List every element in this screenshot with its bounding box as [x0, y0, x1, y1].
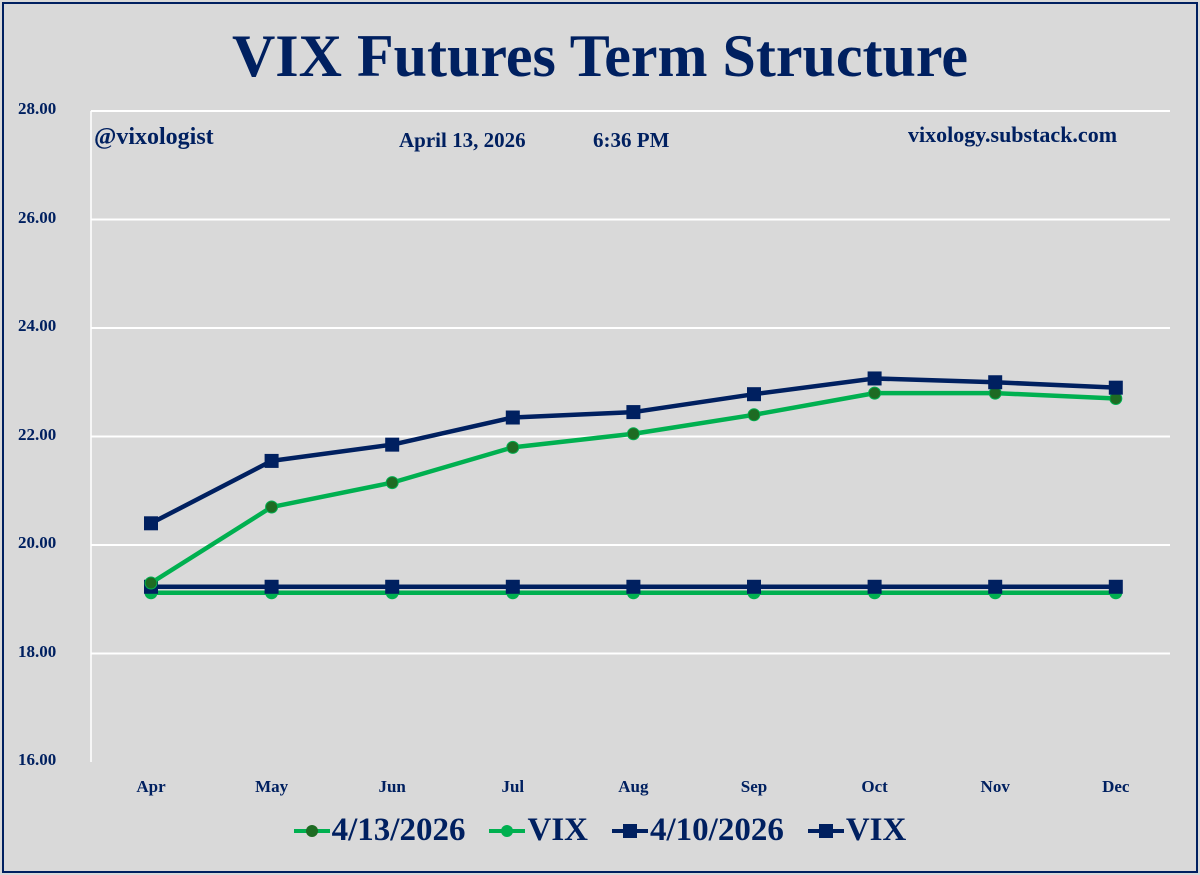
- data-point-marker: [385, 437, 400, 452]
- data-point-marker: [867, 371, 882, 386]
- author-handle: @vixologist: [94, 124, 214, 150]
- x-tick-label: Oct: [861, 777, 888, 796]
- data-point-marker: [988, 375, 1003, 390]
- y-tick-label: 26.00: [18, 207, 57, 227]
- data-point-marker: [144, 516, 158, 531]
- legend-item: 4/13/2026: [293, 812, 466, 849]
- data-point-marker: [1108, 579, 1123, 594]
- y-tick-label: 28.00: [18, 99, 57, 118]
- chart-time: 6:36 PM: [593, 128, 670, 152]
- x-tick-label: Dec: [1102, 777, 1130, 796]
- x-tick-label: Jun: [378, 777, 406, 796]
- data-point-marker: [506, 440, 520, 454]
- y-tick-label: 16.00: [18, 750, 57, 769]
- data-point-marker: [868, 386, 882, 400]
- chart-legend: 4/13/2026 VIX 4/10/2026 VIX: [0, 812, 1200, 849]
- y-tick-label: 20.00: [18, 533, 57, 552]
- data-point-marker: [264, 579, 279, 594]
- x-tick-label: Aug: [618, 777, 649, 796]
- data-point-marker: [265, 500, 279, 514]
- x-tick-label: Nov: [980, 777, 1010, 796]
- data-point-marker: [747, 387, 761, 402]
- data-point-marker: [385, 476, 399, 490]
- y-tick-label: 24.00: [18, 316, 57, 335]
- circle-marker-icon: [489, 824, 526, 837]
- legend-label: VIX: [527, 812, 588, 848]
- x-tick-label: Jul: [501, 777, 525, 796]
- series-line: [149, 390, 1116, 585]
- legend-label: 4/13/2026: [331, 812, 466, 848]
- chart-date: April 13, 2026: [399, 128, 526, 152]
- data-point-marker: [988, 579, 1003, 594]
- legend-label: VIX: [845, 812, 907, 848]
- x-tick-label: May: [255, 777, 289, 796]
- data-point-marker: [867, 579, 882, 594]
- data-point-marker: [626, 579, 641, 594]
- legend-item: 4/10/2026: [612, 812, 784, 849]
- data-point-marker: [1108, 380, 1123, 395]
- x-tick-label: Apr: [136, 777, 166, 796]
- legend-item: VIX: [807, 812, 907, 849]
- legend-item: VIX: [489, 812, 588, 849]
- y-tick-label: 22.00: [18, 424, 57, 444]
- x-tick-label: Sep: [740, 777, 768, 796]
- square-marker-icon: [807, 823, 844, 838]
- circle-marker-icon: [293, 824, 330, 837]
- data-point-marker: [626, 427, 640, 441]
- data-point-marker: [144, 576, 158, 590]
- legend-label: 4/10/2026: [650, 812, 784, 848]
- data-point-marker: [264, 453, 279, 468]
- data-point-marker: [385, 579, 400, 594]
- chart-title: VIX Futures Term Structure: [231, 23, 969, 89]
- data-point-marker: [747, 408, 761, 422]
- data-point-marker: [505, 410, 520, 425]
- y-tick-label: 18.00: [18, 641, 57, 661]
- data-point-marker: [505, 579, 520, 594]
- data-point-marker: [626, 405, 641, 420]
- site-url: vixology.substack.com: [908, 122, 1118, 147]
- data-point-marker: [747, 579, 761, 594]
- square-marker-icon: [612, 823, 648, 838]
